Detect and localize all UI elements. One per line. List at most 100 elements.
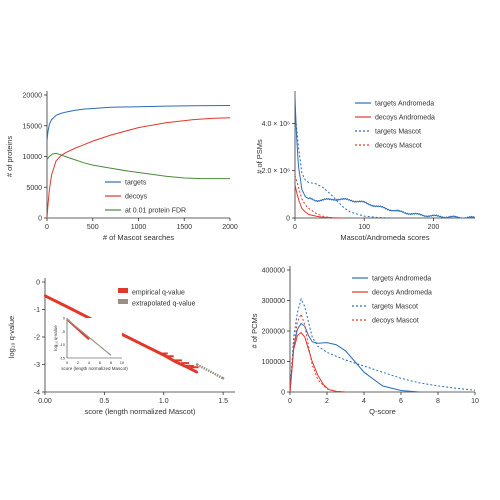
inset-x-tick-label: 6 bbox=[99, 360, 102, 365]
y-axis-label: log₁₀ q-value bbox=[7, 316, 16, 358]
series-line-decoys-mascot bbox=[294, 175, 337, 219]
series-line-decoys-andromeda bbox=[289, 331, 346, 393]
series-line-at-0-01-protein-fdr bbox=[46, 152, 230, 180]
inset-x-axis-label: score (length normalized Mascot) bbox=[61, 366, 128, 371]
x-tick-label: 200 bbox=[428, 224, 440, 231]
y-tick-label: 200000 bbox=[262, 329, 285, 336]
inset-x-tick-label: 10 bbox=[120, 360, 125, 365]
legend-label: decoys Andromeda bbox=[372, 290, 432, 297]
x-tick-label: 0.5 bbox=[100, 398, 110, 405]
data-step bbox=[159, 352, 168, 355]
inset-x-tick-label: 8 bbox=[110, 360, 113, 365]
data-point bbox=[43, 294, 47, 297]
y-tick-label: 400000 bbox=[262, 268, 285, 275]
y-tick-label: 2.0 × 10⁶ bbox=[262, 168, 290, 175]
legend-label: targets Andromeda bbox=[372, 276, 431, 283]
x-tick-label: 8 bbox=[436, 398, 440, 405]
series-line-targets-mascot bbox=[294, 111, 392, 219]
x-tick-label: 1000 bbox=[131, 224, 147, 231]
x-tick-label: 100 bbox=[358, 224, 370, 231]
legend-label: decoys bbox=[125, 194, 148, 201]
y-axis-label: # of PSMs bbox=[255, 139, 264, 174]
x-tick-label: 10 bbox=[471, 398, 479, 405]
y-tick-label: -1 bbox=[34, 307, 40, 314]
legend: targets Andromeda decoys Andromeda targets… bbox=[355, 101, 435, 150]
legend-label: decoys Mascot bbox=[372, 318, 419, 325]
inset-y-tick-label: -15 bbox=[59, 356, 66, 361]
data-step bbox=[185, 364, 194, 367]
y-tick-label: -4 bbox=[34, 390, 40, 397]
legend-label: decoys Mascot bbox=[375, 143, 422, 150]
inset-x-tick-label: 2 bbox=[77, 360, 80, 365]
y-axis-label: # of proteins bbox=[5, 136, 14, 178]
x-tick-label: 0.00 bbox=[38, 398, 52, 405]
legend: targets Andromeda decoys Andromeda targets… bbox=[352, 276, 432, 325]
data-point bbox=[67, 306, 70, 309]
legend-label: targets Mascot bbox=[375, 129, 421, 136]
y-tick-label: -2 bbox=[34, 335, 40, 342]
y-tick-label: 10000 bbox=[23, 154, 43, 161]
x-tick-label: 1.0 bbox=[159, 398, 169, 405]
x-tick-label: 1500 bbox=[176, 224, 192, 231]
data-step bbox=[190, 366, 199, 369]
legend-label: targets bbox=[125, 180, 147, 187]
y-axis-label: # of PCMs bbox=[250, 313, 259, 348]
y-tick-label: 0 bbox=[38, 216, 42, 223]
x-tick-label: 2000 bbox=[222, 224, 238, 231]
x-tick-label: 1.5 bbox=[218, 398, 228, 405]
legend-label: empirical q-value bbox=[132, 290, 185, 297]
y-tick-label: 0 bbox=[286, 216, 290, 223]
x-tick-label: 6 bbox=[399, 398, 403, 405]
x-axis-label: Mascot/Andromeda scores bbox=[340, 233, 429, 242]
legend-label: targets Mascot bbox=[372, 304, 418, 311]
chart-bl: 0.00 0.5 1.0 1.5 0 -1 -2 -3 -4 score (length norm… bbox=[7, 278, 235, 416]
inset-y-tick-label: -5 bbox=[61, 329, 65, 334]
x-tick-label: 0 bbox=[293, 224, 297, 231]
legend-swatch bbox=[118, 299, 128, 304]
series-line-decoys-mascot bbox=[289, 312, 346, 393]
chart-br: 0 2 4 6 8 10 0 100000 200000 300000 400000 Q-score #… bbox=[250, 266, 479, 416]
inset-background bbox=[67, 318, 122, 358]
data-step bbox=[181, 362, 190, 365]
data-point bbox=[195, 363, 199, 366]
inset-x-tick-label: 0 bbox=[66, 360, 69, 365]
y-tick-label: 15000 bbox=[23, 123, 43, 130]
series-line-targets-andromeda bbox=[294, 97, 476, 219]
y-tick-label: 100000 bbox=[262, 359, 285, 366]
x-tick-label: 0 bbox=[288, 398, 292, 405]
x-axis-label: score (length normalized Mascot) bbox=[85, 407, 196, 416]
legend-label: targets Andromeda bbox=[375, 101, 434, 108]
x-tick-label: 0 bbox=[45, 224, 49, 231]
y-tick-label: 0 bbox=[281, 390, 285, 397]
series-line-decoys bbox=[46, 117, 231, 219]
inset-x-tick-label: 4 bbox=[88, 360, 91, 365]
data-point bbox=[195, 371, 199, 374]
inset-y-axis-label: log₁₀ q-value bbox=[53, 325, 58, 351]
inset-series-line bbox=[66, 318, 112, 356]
x-tick-label: 4 bbox=[362, 398, 366, 405]
legend-label: extrapolated q-value bbox=[132, 301, 196, 308]
inset-y-tick-label: 0 bbox=[63, 316, 66, 321]
y-tick-label: 300000 bbox=[262, 298, 285, 305]
series-line-targets-andromeda bbox=[289, 322, 420, 393]
x-tick-label: 2 bbox=[325, 398, 329, 405]
x-axis-label: Q-score bbox=[369, 407, 396, 416]
inset-y-tick-label: -10 bbox=[59, 342, 66, 347]
data-step bbox=[165, 355, 174, 358]
y-tick-label: 4.0 × 10⁶ bbox=[262, 121, 290, 128]
x-axis-label: # of Mascot searches bbox=[103, 233, 175, 242]
y-tick-label: 0 bbox=[36, 280, 40, 287]
chart-tr: 0 100 200 0 2.0 × 10⁶ 4.0 × 10⁶ Mascot/Androme… bbox=[255, 91, 476, 242]
y-tick-label: 20000 bbox=[23, 93, 43, 100]
legend-swatch bbox=[118, 288, 128, 293]
x-tick-label: 500 bbox=[87, 224, 99, 231]
data-point bbox=[162, 353, 165, 357]
legend: targets decoys at 0.01 protein FDR bbox=[105, 180, 186, 215]
series-line-targets bbox=[46, 105, 231, 142]
y-tick-label: 5000 bbox=[26, 185, 42, 192]
legend-label: decoys Andromeda bbox=[375, 115, 435, 122]
data-point bbox=[221, 377, 225, 380]
series-line-targets-mascot bbox=[289, 297, 476, 393]
